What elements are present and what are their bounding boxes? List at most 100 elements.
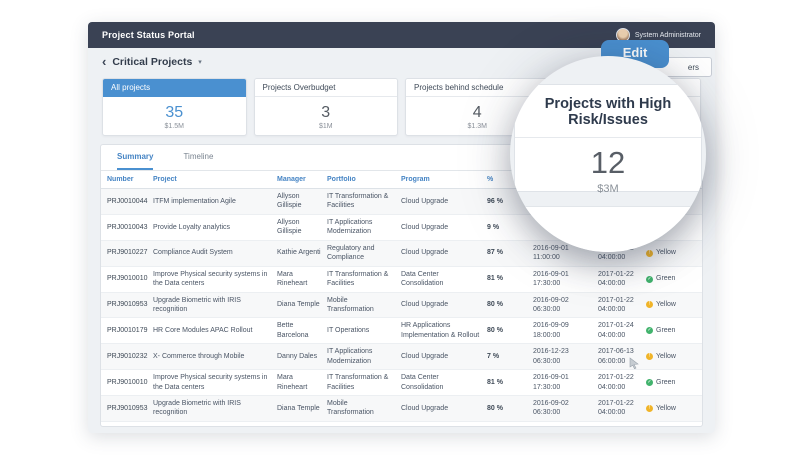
col-header-project[interactable]: Project	[153, 176, 177, 183]
cell-status: Yellow	[646, 248, 700, 257]
summary-card-title: Projects Overbudget	[254, 79, 397, 97]
cell-program: Data Center Consolidation	[401, 374, 444, 391]
cell-manager: Mara Rineheart	[277, 270, 308, 288]
cell-project: Provide Loyalty analytics	[153, 223, 231, 231]
cell-number: PRJ9010227	[107, 249, 148, 257]
projects-table-body: PRJ0010044 ITFM implementation Agile Allys…	[101, 189, 702, 426]
cell-status: Yellow	[646, 404, 700, 413]
col-header-program[interactable]: Program	[401, 176, 430, 183]
summary-card-title: Projects behind schedule	[406, 79, 549, 97]
cell-portfolio: IT Applications Modernization	[327, 218, 373, 236]
cell-start-date: 2016-12-23 06:30:00	[533, 348, 569, 365]
tab-summary[interactable]: Summary	[117, 145, 154, 170]
table-header-row: Number Project Manager Portfolio Program%	[101, 171, 702, 189]
cell-number: PRJ9010010	[107, 378, 148, 386]
cell-program: Cloud Upgrade	[401, 223, 449, 231]
summary-card-amount: $1.5M	[164, 122, 184, 130]
cell-percent: 9 %	[487, 223, 500, 231]
cell-program: Cloud Upgrade	[401, 249, 449, 257]
cell-manager: Danny Dales	[277, 352, 318, 360]
cell-percent: 80 %	[487, 327, 503, 335]
magnified-high-risk-card: Projects with High Risk/Issues 12 $3M	[514, 84, 702, 195]
cell-project: Upgrade Biometric with IRIS recognition	[153, 296, 241, 313]
status-label: Yellow	[656, 301, 676, 309]
cell-number: PRJ9010953	[107, 301, 148, 309]
cell-project: Compliance Audit System	[153, 249, 233, 257]
status-yellow-icon	[646, 353, 653, 361]
cell-portfolio: Mobile Transformation	[327, 400, 374, 417]
summary-card-title: All projects	[103, 79, 246, 97]
status-label: Yellow	[656, 352, 676, 360]
magnified-card-amount: $3M	[597, 183, 619, 195]
back-chevron-icon[interactable]: ‹	[102, 53, 107, 69]
cell-manager: Bette Barcelona	[277, 322, 309, 339]
summary-card-body: 3 $1M	[255, 97, 398, 135]
table-row[interactable]: PRJ9010953 Upgrade Biometric with IRIS re…	[101, 292, 702, 319]
tab-timeline[interactable]: Timeline	[183, 152, 214, 161]
cell-program: HR Applications Implementation & Rollout	[401, 322, 480, 339]
cell-portfolio: Regulatory and Compliance	[327, 244, 375, 262]
tab-bar: Summary Timeline	[101, 145, 702, 171]
col-header-portfolio[interactable]: Portfolio	[327, 176, 356, 183]
table-row[interactable]: PRJ9010232 X- Commerce through Mobile Dann…	[101, 344, 702, 371]
table-row[interactable]: PRJ9010010 Improve Physical security syst…	[101, 267, 702, 293]
cell-program: Cloud Upgrade	[401, 197, 449, 205]
table-row[interactable]: PRJ0010043 Provide Loyalty analytics Allys…	[101, 215, 702, 241]
cell-project: ITFM implementation Agile	[153, 197, 236, 205]
table-row[interactable]: PRJ9010010 Improve Physical security syst…	[101, 370, 702, 396]
cell-percent: 80 %	[487, 404, 503, 412]
breadcrumb: ‹ Critical Projects ▾	[88, 48, 715, 76]
col-header-manager[interactable]: Manager	[277, 176, 306, 183]
magnified-card-count: 12	[590, 145, 626, 180]
cell-portfolio: IT Transformation & Facilities	[327, 193, 389, 210]
cell-due-date: 2017-01-22 04:00:00	[598, 374, 634, 391]
status-yellow-icon	[646, 249, 653, 257]
summary-card-count: 3	[321, 104, 331, 122]
cell-status: Yellow	[646, 352, 700, 361]
summary-card-body: 4 $1.3M	[406, 97, 549, 135]
projects-panel: Summary Timeline Number Project Manager Port…	[100, 144, 703, 427]
cell-project: HR Core Modules APAC Rollout	[153, 327, 253, 335]
cell-project: Improve Physical security systems in the…	[153, 374, 268, 391]
summary-card-count: 35	[165, 104, 184, 122]
cell-project: Upgrade Biometric with IRIS recognition	[153, 400, 241, 417]
cell-manager: Diana Temple	[277, 404, 320, 412]
cell-project: X- Commerce through Mobile	[153, 352, 245, 360]
cell-program: Data Center Consolidation	[401, 270, 444, 288]
cell-number: PRJ9010010	[107, 275, 148, 283]
cell-percent: 96 %	[487, 197, 503, 205]
col-header-number[interactable]: Number	[107, 176, 134, 183]
table-row[interactable]: PRJ9010953 Upgrade Biometric with IRIS re…	[101, 396, 702, 422]
magnified-panel-fragment	[510, 206, 706, 252]
chevron-down-icon[interactable]: ▾	[198, 59, 202, 66]
summary-card-amount: $1M	[318, 122, 333, 130]
cell-project: Improve Physical security systems in the…	[153, 270, 268, 288]
divider	[515, 137, 701, 138]
cell-manager: Bette Barcelona	[277, 425, 327, 427]
cell-start-date: 2016-09-02 06:30:00	[533, 296, 569, 313]
cell-start-date: 2016-09-09 18:00:00	[533, 322, 569, 339]
summary-card[interactable]: Projects Overbudget 3 $1M	[253, 78, 398, 136]
status-green-icon	[646, 379, 653, 387]
summary-card[interactable]: All projects 35 $1.5M	[102, 78, 247, 136]
status-green-icon	[646, 327, 653, 335]
cell-status: Green	[646, 326, 700, 335]
cell-manager: Diana Temple	[277, 301, 320, 309]
col-header-percent[interactable]: %	[487, 176, 494, 183]
app-title: Project Status Portal	[102, 30, 195, 40]
cell-status: Green	[646, 378, 700, 387]
status-yellow-icon	[646, 301, 653, 309]
cell-start-date: 2016-09-01 17:30:00	[533, 270, 569, 288]
cell-due-date: 2017-01-22 04:00:00	[598, 270, 634, 288]
cell-number: PRJ0010043	[107, 223, 148, 231]
cell-percent: 80 %	[487, 301, 503, 309]
cell-percent: 81 %	[487, 275, 503, 283]
breadcrumb-label[interactable]: Critical Projects	[112, 56, 193, 68]
cell-manager: Mara Rineheart	[277, 374, 308, 391]
cell-program: Cloud Upgrade	[401, 352, 449, 360]
cell-status: Yellow	[646, 300, 700, 309]
cell-due-date: 2017-01-22 04:00:00	[598, 400, 634, 417]
summary-card-amount: $1.3M	[467, 122, 487, 130]
